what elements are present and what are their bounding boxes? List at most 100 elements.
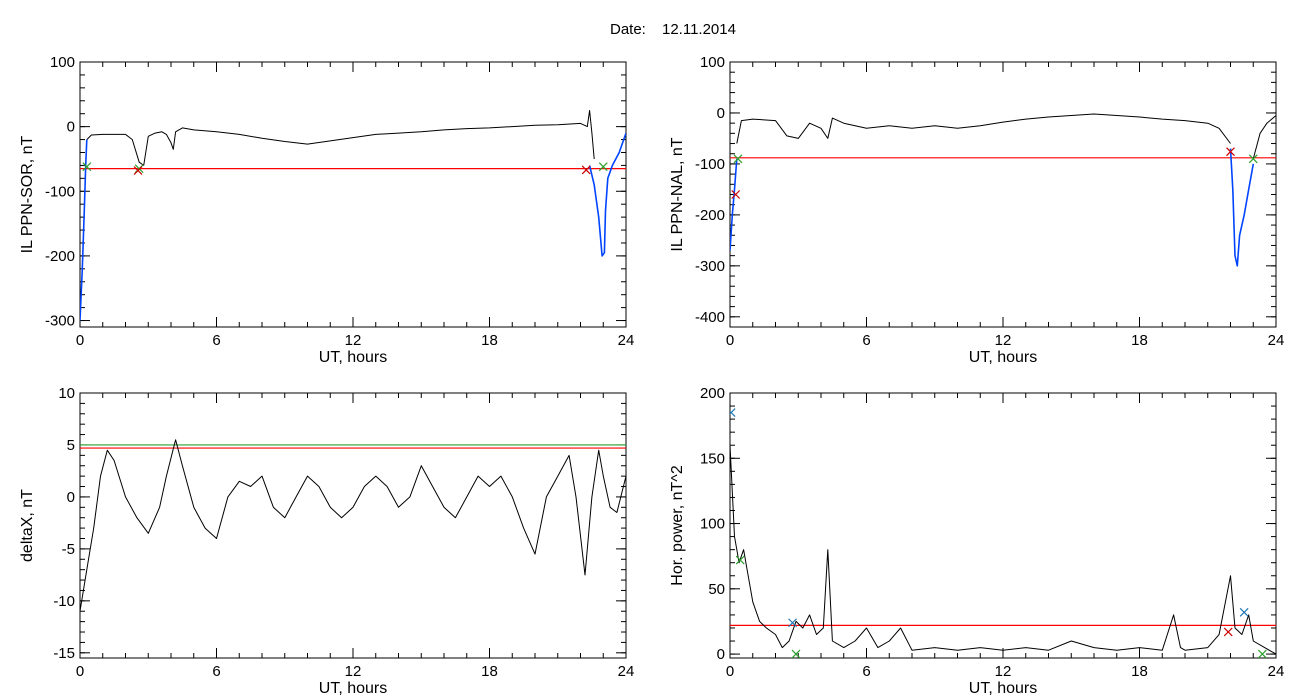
y-tick-label: 50 [708,581,725,598]
y-tick-label: 100 [50,54,75,71]
x-tick-label: 24 [1268,332,1285,349]
series-line [80,139,88,321]
series-line [736,113,1231,144]
x-tick-label: 6 [212,663,220,680]
cross-marker [791,649,801,658]
series-line [1252,115,1276,159]
y-tick-label: 0 [67,119,75,136]
cross-marker-stroke [1248,154,1258,164]
cross-marker-stroke [1223,627,1233,637]
y-axis-label: deltaX, nT [19,489,36,562]
plot-area [80,439,626,612]
cross-marker [733,154,743,164]
cross-marker-stroke [788,618,797,628]
x-axis-label: UT, hours [969,680,1037,697]
x-tick-label: 18 [1131,663,1148,680]
x-tick-label: 12 [995,332,1012,349]
x-tick-label: 24 [618,332,635,349]
x-tick-label: 0 [726,332,734,349]
cross-marker [1226,147,1235,157]
y-tick-label: 0 [717,646,725,663]
cross-marker [1257,649,1267,658]
date-label: Date: [610,21,646,38]
x-tick-label: 12 [345,332,362,349]
series-line [730,158,738,251]
cross-marker-stroke [598,162,608,172]
x-tick-label: 6 [212,332,220,349]
panel-deltax: -15 -10 -5 0 5 10 0 6 12 18 24 UT, hours deltaX, nT [19,385,634,697]
x-tick-label: 24 [618,663,635,680]
y-tick-label: -100 [45,183,75,200]
date-value: 12.11.2014 [662,21,736,38]
y-tick-label: 100 [700,516,725,533]
y-tick-label: 10 [58,385,75,402]
cross-marker-stroke [791,649,801,658]
x-axis-label: UT, hours [319,349,387,366]
cross-marker-stroke [1257,649,1267,658]
panel-il-ppn-sor: -300 -200 -100 0 100 0 6 12 18 24 UT, hours IL PPN-… [19,54,634,366]
y-tick-label: 0 [67,489,75,506]
series-line [80,439,626,612]
y-axis-label: IL PPN-NAL, nT [669,137,686,251]
y-axis-label: Hor. power, nT^2 [669,465,686,586]
y-tick-label: -5 [62,541,75,558]
x-tick-label: 12 [345,663,362,680]
x-tick-label: 18 [1131,332,1148,349]
y-tick-label: -100 [695,156,725,173]
figure-title: Date: 12.11.2014 [610,21,736,38]
cross-marker [82,162,92,172]
series-line [730,445,1276,655]
x-tick-label: 12 [995,663,1012,680]
cross-marker-stroke [730,408,736,415]
y-tick-label: -200 [45,248,75,265]
y-tick-label: -200 [695,207,725,224]
panel-il-ppn-nal: -400 -300 -200 -100 0 100 0 6 12 18 24 UT, hours IL … [669,54,1284,366]
y-tick-label: 5 [67,437,75,454]
cross-marker [730,408,736,418]
cross-marker [133,166,143,176]
plot-area [730,113,1276,267]
cross-marker-stroke [735,555,745,565]
x-tick-label: 18 [481,332,498,349]
series-line [86,110,595,166]
y-tick-label: 200 [700,385,725,402]
x-tick-label: 0 [76,332,84,349]
cross-marker [1248,154,1258,164]
y-tick-label: 150 [700,450,725,467]
cross-marker [1239,607,1249,617]
series-line [1229,148,1255,267]
cross-marker [581,165,591,175]
y-tick-label: -15 [53,645,75,662]
plot-area [730,408,1276,658]
plot-frame [729,61,1277,328]
cross-marker-stroke [731,190,741,199]
y-tick-label: -400 [695,309,725,326]
cross-marker-stroke [1226,147,1235,157]
y-tick-label: -10 [53,593,75,610]
cross-marker [788,618,797,628]
x-tick-label: 18 [481,663,498,680]
x-tick-label: 24 [1268,663,1285,680]
plot-area [80,110,626,321]
cross-marker [1223,627,1233,637]
cross-marker [735,555,745,565]
y-tick-label: 100 [700,54,725,71]
cross-marker-stroke [133,166,143,176]
y-tick-label: -300 [695,258,725,275]
cross-marker-stroke [581,165,591,175]
plot-frame [79,392,627,659]
cross-marker [598,162,608,172]
cross-marker-stroke [733,154,743,164]
series-line [588,132,626,257]
x-axis-label: UT, hours [969,349,1037,366]
y-tick-label: -300 [45,313,75,330]
cross-marker-stroke [82,162,92,172]
x-tick-label: 6 [862,332,870,349]
x-tick-label: 0 [726,663,734,680]
y-axis-label: IL PPN-SOR, nT [19,135,36,253]
plot-frame [729,392,1277,659]
x-tick-label: 0 [76,663,84,680]
y-tick-label: 0 [717,105,725,122]
panel-hor-power: 0 50 100 150 200 0 6 12 18 24 UT, hours Hor. power,… [669,385,1284,697]
